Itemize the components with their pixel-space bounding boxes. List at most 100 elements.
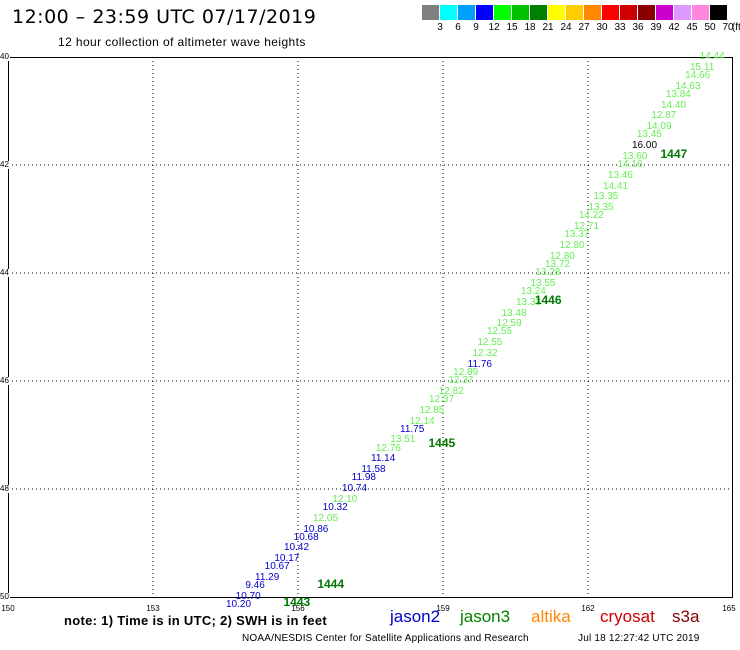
wave-height-label: 13.48 [501,307,527,319]
legend-value: 45 [686,22,698,33]
legend-value: 30 [596,22,608,33]
wave-height-label: 13.46 [607,169,633,181]
pass-number-label: 1445 [428,436,456,451]
wave-height-label: 12.59 [496,318,522,330]
legend-value: 36 [632,22,644,33]
wave-height-label: 12.80 [549,250,575,262]
wave-height-label: 15.11 [690,61,715,73]
wave-height-label: 13.84 [665,88,691,100]
satellite-legend-cryosat: cryosat [600,607,655,626]
wave-height-label: 11.98 [351,472,376,484]
credit-line: NOAA/NESDIS Center for Satellite Applica… [242,633,529,644]
wave-height-label: 11.58 [361,464,386,476]
wave-height-label: 12.89 [453,366,479,378]
wave-height-label: 12.55 [487,326,513,338]
legend-swatch [656,5,673,20]
wave-height-label: 12.76 [375,442,401,454]
legend-swatch [494,5,511,20]
wave-height-label: 10.86 [303,523,329,535]
longitude-label: 156 [291,604,305,613]
wave-height-label: 14.09 [646,121,672,133]
wave-height-label: 13.28 [535,267,561,278]
latitude-label: 42 [0,160,10,169]
satellite-legend-jason3: jason3 [460,607,511,626]
generated-timestamp: Jul 18 12:27:42 UTC 2019 [578,633,700,644]
legend-swatch [584,5,601,20]
wave-height-label: 10.42 [284,542,310,554]
wave-height-label: 14.16 [617,159,643,170]
satellite-legend-s3a: s3a [672,607,700,626]
wave-height-label: 12.85 [419,404,445,416]
wave-height-label: 12.14 [409,415,435,427]
legend-swatch [638,5,655,20]
legend-swatch [530,5,547,20]
pass-number-label: 1444 [317,576,345,591]
legend-value: 33 [614,22,626,33]
longitude-label: 162 [581,604,595,613]
legend-value: 27 [578,22,590,33]
legend-swatch [440,5,457,20]
legend-value: 9 [473,22,479,33]
wave-height-label: 12.87 [651,110,677,122]
wave-height-label: 10.67 [264,561,290,573]
wave-height-label: 13.51 [390,434,416,446]
units-note: note: 1) Time is in UTC; 2) SWH is in fe… [64,613,327,628]
legend-swatch [602,5,619,20]
legend-value: 39 [650,22,662,33]
legend-swatch [548,5,565,20]
wave-height-label: 11.29 [255,572,280,584]
latitude-label: 44 [0,268,10,277]
legend-swatch [458,5,475,20]
wave-height-label: 12.32 [472,348,498,359]
wave-height-label: 9.46 [245,580,265,592]
wave-height-label: 14.66 [685,69,711,81]
latitude-label: 46 [0,376,10,385]
page-title: 12:00 – 23:59 UTC 07/17/2019 [12,6,317,28]
pass-number-label: 1447 [660,147,688,162]
latitude-label: 48 [0,484,10,493]
legend-value: 21 [542,22,554,33]
wave-height-label: 13.35 [588,202,614,214]
wave-height-label: 10.17 [274,553,300,565]
wave-height-label: 13.37 [564,229,590,241]
wave-height-label: 12.80 [559,240,585,251]
legend-value: 18 [524,22,536,33]
wave-height-label: 14.63 [675,80,701,92]
legend-value: 12 [488,22,500,33]
legend-value: 6 [455,22,461,33]
wave-height-label: 12.10 [332,493,358,505]
legend-swatch [674,5,691,20]
wave-height-label: 13.60 [622,150,648,162]
legend-value: 15 [506,22,518,33]
wave-height-label: 11.76 [467,358,492,370]
legend-swatch [512,5,529,20]
legend-value: 70 [722,22,734,33]
wave-height-label: 13.33 [516,296,542,308]
legend-swatch [422,5,439,20]
wave-height-label: 10.20 [226,599,252,611]
satellite-legend-jason2: jason2 [390,607,441,626]
legend-swatch [692,5,709,20]
legend-swatch [620,5,637,20]
latitude-label: 50 [0,592,10,601]
legend-swatch [710,5,727,20]
wave-height-label: 11.75 [400,423,425,435]
pass-number-label: 1443 [283,595,311,610]
wave-height-label: 14.40 [661,99,687,111]
wave-height-label: 13.45 [636,129,662,141]
wave-height-label: 13.24 [520,285,546,297]
wave-height-label: 12.71 [574,221,600,233]
wave-height-label: 10.32 [322,501,348,513]
wave-height-label: 14.41 [603,180,629,192]
wave-height-label: 11.14 [371,453,396,465]
wave-height-label: 13.35 [593,191,619,203]
wave-height-label: 16.00 [632,140,658,152]
longitude-label: 159 [436,604,450,613]
legend-value: 50 [704,22,716,33]
legend-value: 42 [668,22,680,33]
wave-height-label: 10.70 [235,591,261,602]
wave-height-label: 10.68 [293,531,319,543]
